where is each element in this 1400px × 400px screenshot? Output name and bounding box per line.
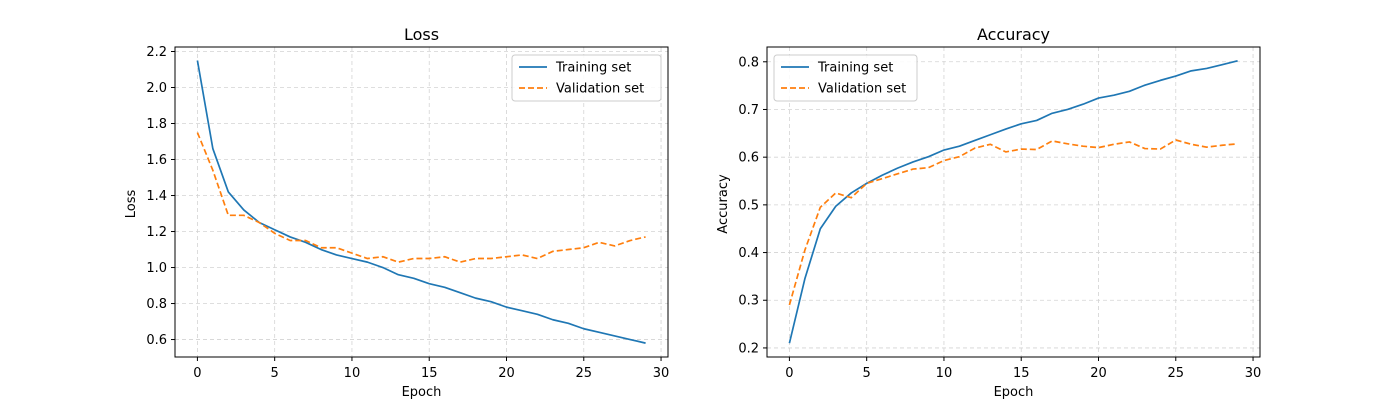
accuracy-y-axis-label: Accuracy xyxy=(716,174,731,234)
loss-legend-label-validation: Validation set xyxy=(556,82,644,97)
loss-x-tick-label: 15 xyxy=(421,366,438,381)
accuracy-y-tick-label: 0.2 xyxy=(738,341,759,356)
loss-x-axis-label: Epoch xyxy=(402,385,442,400)
loss-y-tick-label: 1.0 xyxy=(146,261,167,276)
accuracy-x-tick-label: 30 xyxy=(1245,366,1262,381)
loss-x-tick-label: 0 xyxy=(193,366,201,381)
accuracy-x-tick-label: 20 xyxy=(1090,366,1107,381)
accuracy-chart: Accuracy Epoch Accuracy 0 5 10 15 20 25 300.20… xyxy=(716,25,1261,400)
loss-x-tick-label: 25 xyxy=(575,366,592,381)
loss-x-tick-label: 30 xyxy=(653,366,670,381)
accuracy-x-tick-label: 15 xyxy=(1013,366,1030,381)
accuracy-plot-area: 0 5 10 15 20 25 30 0.2 0.3 0.4 0.5 0.6 0.7 0.8 Trainin… xyxy=(738,46,1262,381)
loss-axes-frame xyxy=(174,46,669,358)
accuracy-axes-frame xyxy=(766,46,1261,358)
loss-chart-title: Loss xyxy=(404,25,439,44)
loss-x-tick-label: 5 xyxy=(271,366,279,381)
loss-legend-label-training: Training set xyxy=(555,61,631,76)
loss-y-tick-label: 0.6 xyxy=(146,333,167,348)
accuracy-y-tick-label: 0.6 xyxy=(738,151,759,166)
loss-y-tick-label: 2.2 xyxy=(146,45,167,60)
loss-legend-box xyxy=(511,54,662,102)
accuracy-legend-box xyxy=(773,54,918,102)
loss-y-tick-label: 0.8 xyxy=(146,297,167,312)
accuracy-y-tick-label: 0.3 xyxy=(738,294,759,309)
loss-chart: Loss Epoch Loss 0 5 10 15 20 25 30 0.6 0.8 1.0 1.2… xyxy=(124,25,669,400)
accuracy-y-tick-label: 0.4 xyxy=(738,246,759,261)
accuracy-x-tick-label: 10 xyxy=(936,366,953,381)
loss-y-tick-label: 1.4 xyxy=(146,189,167,204)
loss-y-tick-label: 2.0 xyxy=(146,81,167,96)
accuracy-x-axis-label: Epoch xyxy=(994,385,1034,400)
loss-legend: Training set Validation set xyxy=(511,54,662,102)
loss-y-tick-label: 1.8 xyxy=(146,117,167,132)
accuracy-x-tick-label: 0 xyxy=(785,366,793,381)
accuracy-x-tick-label: 25 xyxy=(1167,366,1184,381)
accuracy-chart-title: Accuracy xyxy=(977,25,1050,44)
loss-x-tick-label: 20 xyxy=(498,366,515,381)
accuracy-legend: Training set Validation set xyxy=(773,54,918,102)
loss-y-axis-label: Loss xyxy=(124,190,139,219)
loss-series-training-line xyxy=(196,60,646,344)
loss-plot-area: 0 5 10 15 20 25 30 0.6 0.8 1.0 1.2 1.4 1.6 1.8 2.0 2.2 T… xyxy=(146,45,669,381)
loss-x-tick-label: 10 xyxy=(344,366,361,381)
accuracy-series-validation-line xyxy=(788,139,1238,306)
accuracy-y-tick-label: 0.8 xyxy=(738,55,759,70)
accuracy-y-tick-label: 0.5 xyxy=(738,198,759,213)
accuracy-x-tick-label: 5 xyxy=(863,366,871,381)
loss-y-tick-label: 1.6 xyxy=(146,153,167,168)
loss-series-validation-line xyxy=(196,132,646,263)
accuracy-legend-label-training: Training set xyxy=(817,61,893,76)
accuracy-y-tick-label: 0.7 xyxy=(738,103,759,118)
accuracy-legend-label-validation: Validation set xyxy=(818,82,906,97)
loss-y-tick-label: 1.2 xyxy=(146,225,167,240)
